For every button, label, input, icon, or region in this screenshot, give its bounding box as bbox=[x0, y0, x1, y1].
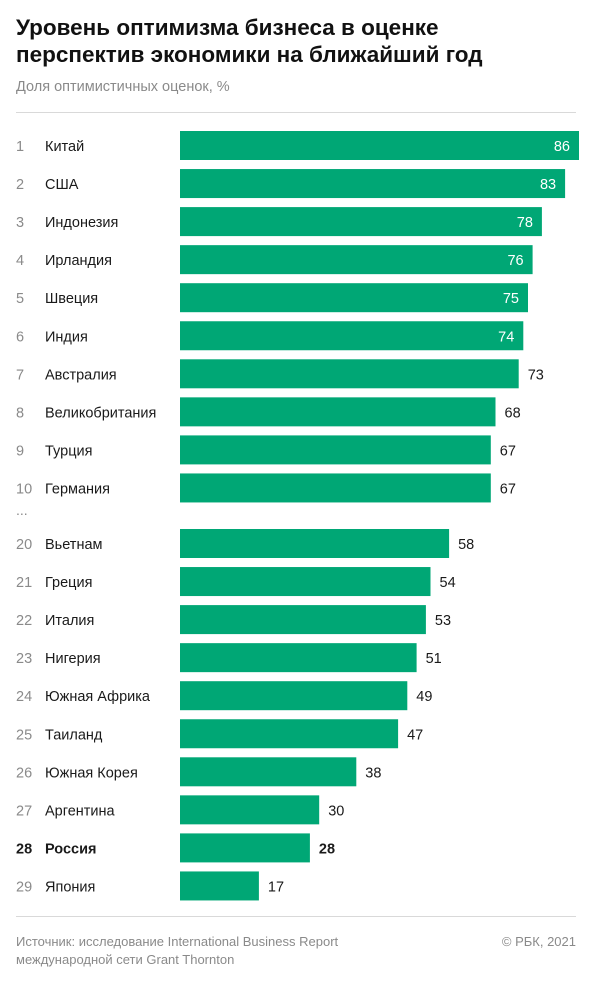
source-note: Источник: исследование International Bus… bbox=[16, 934, 339, 967]
bar bbox=[180, 131, 579, 160]
bar bbox=[180, 283, 528, 313]
value-label: 78 bbox=[517, 215, 533, 231]
country-label: Швеция bbox=[45, 291, 98, 307]
value-label: 83 bbox=[540, 177, 556, 193]
country-label: Нигерия bbox=[45, 651, 101, 667]
bar bbox=[180, 681, 408, 711]
value-label: 30 bbox=[328, 803, 344, 819]
bar bbox=[180, 529, 450, 558]
bar bbox=[180, 207, 542, 237]
value-label: 49 bbox=[416, 689, 432, 705]
rank-label: 21 bbox=[16, 575, 32, 591]
rank-label: 8 bbox=[16, 405, 24, 421]
rank-label: 27 bbox=[16, 803, 32, 819]
bar bbox=[180, 435, 491, 465]
bar bbox=[180, 795, 320, 825]
country-label: Италия bbox=[45, 613, 94, 629]
bar bbox=[180, 567, 431, 597]
country-label: Германия bbox=[45, 481, 110, 497]
bar bbox=[180, 643, 417, 673]
rank-label: 1 bbox=[16, 139, 24, 155]
rank-label: 3 bbox=[16, 215, 24, 231]
rank-label: 6 bbox=[16, 329, 24, 345]
rank-label: 2 bbox=[16, 177, 24, 193]
country-label: Ирландия bbox=[45, 253, 112, 269]
chart-title-line-1: Уровень оптимизма бизнеса в оценке bbox=[16, 15, 439, 40]
bar bbox=[180, 605, 426, 635]
country-label: Великобритания bbox=[45, 405, 156, 421]
value-label: 17 bbox=[268, 879, 284, 895]
rank-label: 25 bbox=[16, 727, 32, 743]
country-label: Турция bbox=[45, 443, 92, 459]
rank-label: 23 bbox=[16, 651, 32, 667]
country-label: Индия bbox=[45, 329, 88, 345]
rank-label: 22 bbox=[16, 613, 32, 629]
copyright: © РБК, 2021 bbox=[501, 934, 576, 949]
country-label: Аргентина bbox=[45, 803, 116, 819]
bottom-divider bbox=[16, 916, 576, 917]
value-label: 58 bbox=[458, 537, 474, 553]
value-label: 67 bbox=[500, 481, 516, 497]
value-label: 38 bbox=[365, 765, 381, 781]
bar bbox=[180, 245, 533, 275]
value-label: 51 bbox=[426, 651, 442, 667]
country-label: Австралия bbox=[45, 367, 117, 383]
rank-label: 24 bbox=[16, 689, 32, 705]
bar bbox=[180, 757, 357, 787]
bar bbox=[180, 871, 259, 901]
rank-label: 9 bbox=[16, 443, 24, 459]
country-label: Япония bbox=[45, 879, 95, 895]
bar bbox=[180, 833, 310, 863]
value-label: 86 bbox=[554, 139, 570, 155]
bar bbox=[180, 397, 496, 427]
rank-label: 28 bbox=[16, 841, 32, 857]
value-label: 47 bbox=[407, 727, 423, 743]
rank-label: 7 bbox=[16, 367, 24, 383]
country-label: Южная Корея bbox=[45, 765, 138, 781]
bar bbox=[180, 169, 566, 199]
rank-label: 29 bbox=[16, 879, 32, 895]
chart-title-line-2: перспектив экономики на ближайший год bbox=[16, 42, 483, 67]
bar bbox=[180, 473, 491, 503]
rank-label: 4 bbox=[16, 253, 24, 269]
value-label: 75 bbox=[503, 291, 519, 307]
rank-label: 10 bbox=[16, 481, 32, 497]
gap-ellipsis: ... bbox=[16, 502, 28, 518]
country-label: Таиланд bbox=[45, 727, 103, 743]
value-label: 67 bbox=[500, 443, 516, 459]
rank-label: 5 bbox=[16, 291, 24, 307]
value-label: 76 bbox=[507, 253, 523, 269]
country-label: Индонезия bbox=[45, 215, 118, 231]
rank-label: 26 bbox=[16, 765, 32, 781]
value-label: 74 bbox=[498, 329, 514, 345]
country-label: Южная Африка bbox=[45, 689, 151, 705]
rank-label: 20 bbox=[16, 537, 32, 553]
country-label: Вьетнам bbox=[45, 537, 103, 553]
value-label: 28 bbox=[319, 841, 335, 857]
bar bbox=[180, 359, 519, 389]
bar bbox=[180, 719, 399, 749]
value-label: 68 bbox=[505, 405, 521, 421]
chart-subtitle: Доля оптимистичных оценок, % bbox=[16, 79, 230, 95]
value-label: 73 bbox=[528, 367, 544, 383]
chart-title: Уровень оптимизма бизнеса в оценке персп… bbox=[16, 14, 576, 68]
value-label: 54 bbox=[440, 575, 456, 591]
top-divider bbox=[16, 112, 576, 113]
country-label: США bbox=[45, 177, 79, 193]
country-label: Китай bbox=[45, 139, 84, 155]
bar bbox=[180, 321, 524, 351]
country-label: Греция bbox=[45, 575, 92, 591]
value-label: 53 bbox=[435, 613, 451, 629]
country-label: Россия bbox=[45, 841, 96, 857]
